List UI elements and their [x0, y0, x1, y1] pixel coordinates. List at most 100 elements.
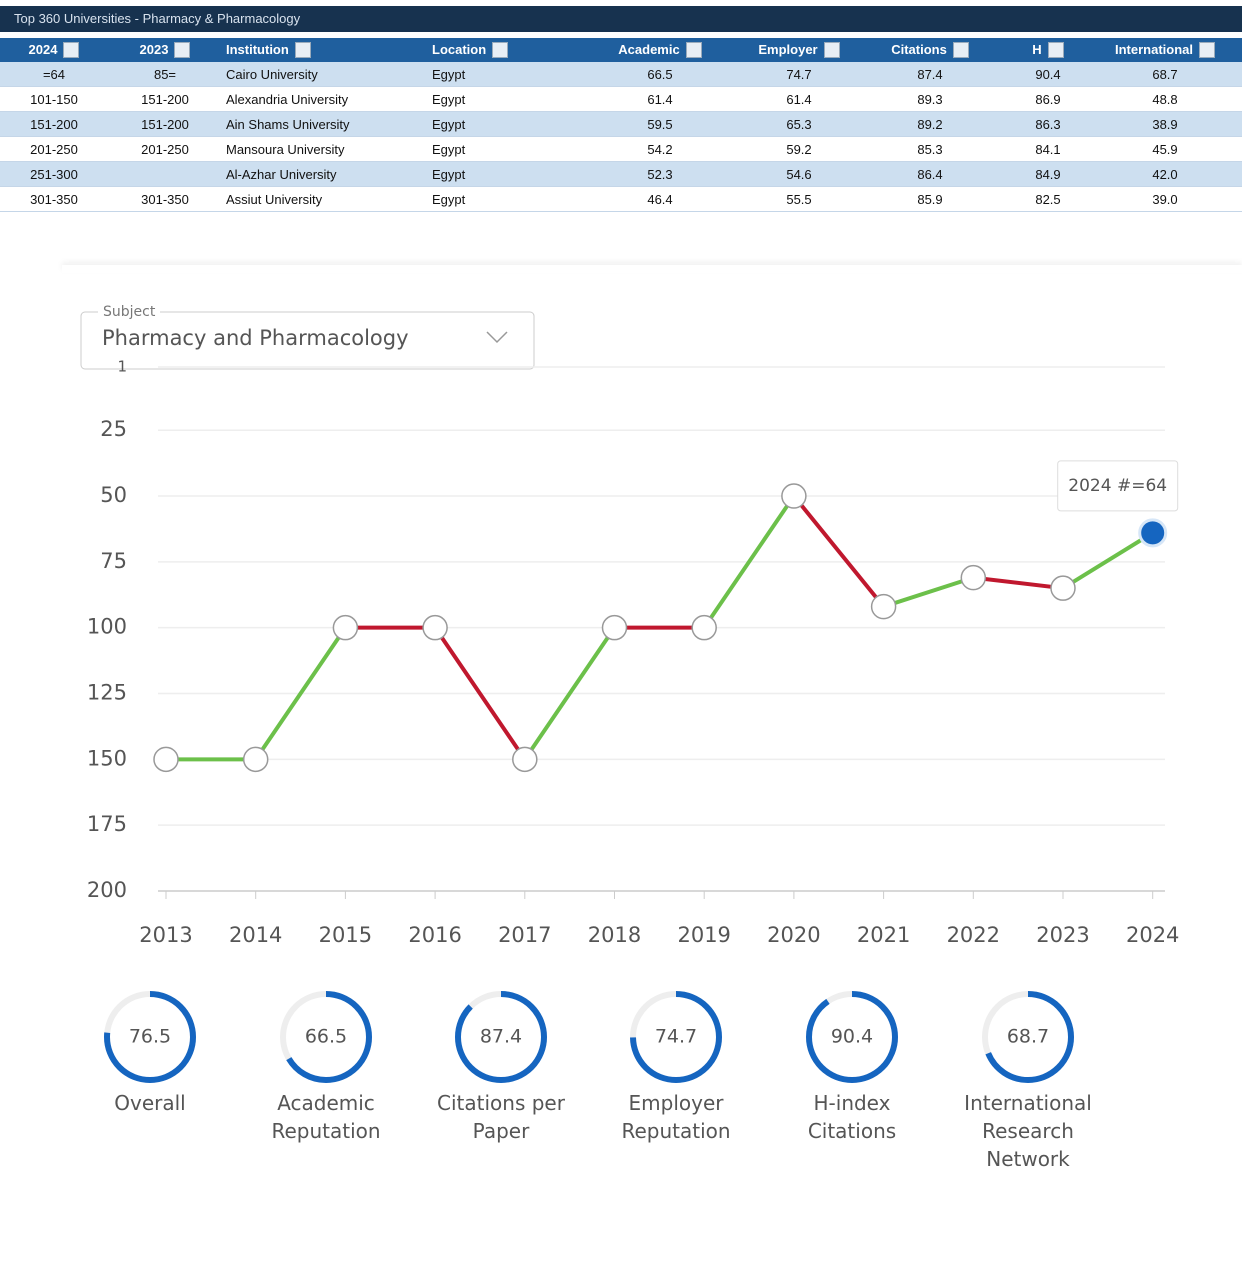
column-header: Employer — [734, 38, 864, 62]
line-segment — [1061, 530, 1155, 591]
gauge-label: International Research Network — [964, 1091, 1092, 1171]
gauge-arc — [630, 991, 722, 1083]
gauge-label: Employer Reputation — [621, 1091, 731, 1143]
x-tick-label: 2023 — [1036, 923, 1089, 947]
legend-gap — [98, 304, 160, 318]
table-cell: 48.8 — [1100, 86, 1230, 112]
x-tick-label: 2020 — [767, 923, 820, 947]
gauge-label: Citations per Paper — [437, 1091, 565, 1143]
gauge-value: 76.5 — [129, 1026, 171, 1048]
x-tick-label: 2021 — [857, 923, 910, 947]
x-tick-label: 2015 — [319, 923, 372, 947]
line-segment — [253, 625, 348, 762]
table-cell: 54.6 — [734, 161, 864, 187]
table-cell: 68.7 — [1100, 62, 1230, 87]
table-cell: 76.5 — [1230, 62, 1242, 87]
filter-button[interactable] — [1047, 42, 1064, 59]
tooltip-box — [1057, 460, 1179, 512]
filter-button[interactable] — [952, 42, 969, 59]
filter-button[interactable] — [1199, 42, 1215, 59]
table-cell: Egypt — [428, 62, 586, 87]
subject-label: Subject — [103, 304, 156, 320]
filter-button[interactable] — [823, 42, 840, 59]
table-cell: 59.2 — [734, 136, 864, 162]
table-cell: 85.9 — [864, 186, 996, 212]
table-cell — [1230, 86, 1242, 112]
data-point — [1138, 518, 1168, 548]
table-title: Top 360 Universities - Pharmacy & Pharma… — [0, 6, 1242, 32]
table-cell: 55.5 — [734, 186, 864, 212]
table-cell: 66.5 — [586, 62, 734, 87]
column-header-text: International — [1114, 41, 1193, 57]
column-header-text: 2024 — [28, 41, 58, 57]
table-cell: 87.4 — [864, 62, 996, 87]
table-cell: 61.4 — [734, 86, 864, 112]
column-header: Institution — [222, 38, 428, 62]
column-header: Academic — [586, 38, 734, 62]
table-row: 201-250 201-250 Mansoura University Egypt 54… — [0, 136, 1242, 162]
line-segment — [433, 625, 527, 762]
filter-button[interactable] — [294, 42, 311, 59]
gauge-arc — [104, 991, 196, 1083]
y-tick-label: 50 — [100, 483, 127, 507]
table-cell — [108, 161, 222, 187]
table-cell: 151-200 — [108, 86, 222, 112]
table-cell: 151-200 — [108, 111, 222, 137]
table-cell: 85= — [108, 62, 222, 87]
table-cell: Egypt — [428, 86, 586, 112]
y-tick-label: 75 — [100, 549, 127, 573]
table-cell: Alexandria University — [222, 86, 428, 112]
table-cell: 59.5 — [586, 111, 734, 137]
y-tick-label: 1 — [117, 358, 127, 376]
table-cell: 86.9 — [996, 86, 1100, 112]
y-tick-label: 125 — [87, 681, 127, 705]
line-segment — [702, 494, 796, 630]
table-cell: 52.3 — [586, 161, 734, 187]
column-header: Location — [428, 38, 586, 62]
table-row: =64 85= Cairo University Egypt 66.5 74.7 87.4 9… — [0, 62, 1242, 87]
filter-button[interactable] — [685, 42, 702, 59]
table-cell — [1230, 161, 1242, 187]
gauge-arc — [455, 991, 547, 1083]
x-tick-label: 2017 — [498, 923, 551, 947]
table-cell: 82.5 — [996, 186, 1100, 212]
table-cell: 85.3 — [864, 136, 996, 162]
x-tick-label: 2024 — [1126, 923, 1179, 947]
data-table: 2024 2023 Institution Location Academic Emplo… — [0, 38, 1242, 212]
table-cell: Egypt — [428, 136, 586, 162]
table-cell: 86.3 — [996, 111, 1100, 137]
line-segment — [522, 625, 617, 762]
data-point — [242, 746, 269, 773]
table-cell: 65.3 — [734, 111, 864, 137]
table-row: 301-350 301-350 Assiut University Egypt 46.4… — [0, 186, 1242, 212]
gauge-label: Academic Reputation — [271, 1091, 381, 1143]
table-cell: 101-150 — [0, 86, 108, 112]
filter-button[interactable] — [174, 42, 191, 59]
column-header-text: H — [1032, 41, 1042, 57]
data-point — [870, 593, 897, 620]
x-tick-label: 2018 — [588, 923, 641, 947]
table-cell: Mansoura University — [222, 136, 428, 162]
column-header-text: Location — [432, 41, 487, 57]
column-header: Score — [1230, 38, 1242, 62]
table-cell: 201-250 — [108, 136, 222, 162]
table-cell — [1230, 186, 1242, 212]
table-cell: 39.0 — [1100, 186, 1230, 212]
table-cell: Egypt — [428, 161, 586, 187]
table-cell: 84.1 — [996, 136, 1100, 162]
gauge-arc — [280, 991, 372, 1083]
y-tick-label: 175 — [87, 812, 127, 836]
subject-dropdown[interactable] — [80, 311, 535, 370]
data-point — [601, 614, 628, 641]
subject-value: Pharmacy and Pharmacology — [102, 326, 409, 350]
filter-button[interactable] — [492, 42, 509, 59]
table-cell: 61.4 — [586, 86, 734, 112]
x-tick-label: 2019 — [677, 923, 730, 947]
filter-button[interactable] — [63, 42, 80, 59]
gauge-value: 87.4 — [480, 1026, 522, 1048]
table-cell: Al-Azhar University — [222, 161, 428, 187]
y-tick-label: 150 — [87, 746, 127, 770]
table-cell: 46.4 — [586, 186, 734, 212]
x-tick-label: 2016 — [408, 923, 461, 947]
